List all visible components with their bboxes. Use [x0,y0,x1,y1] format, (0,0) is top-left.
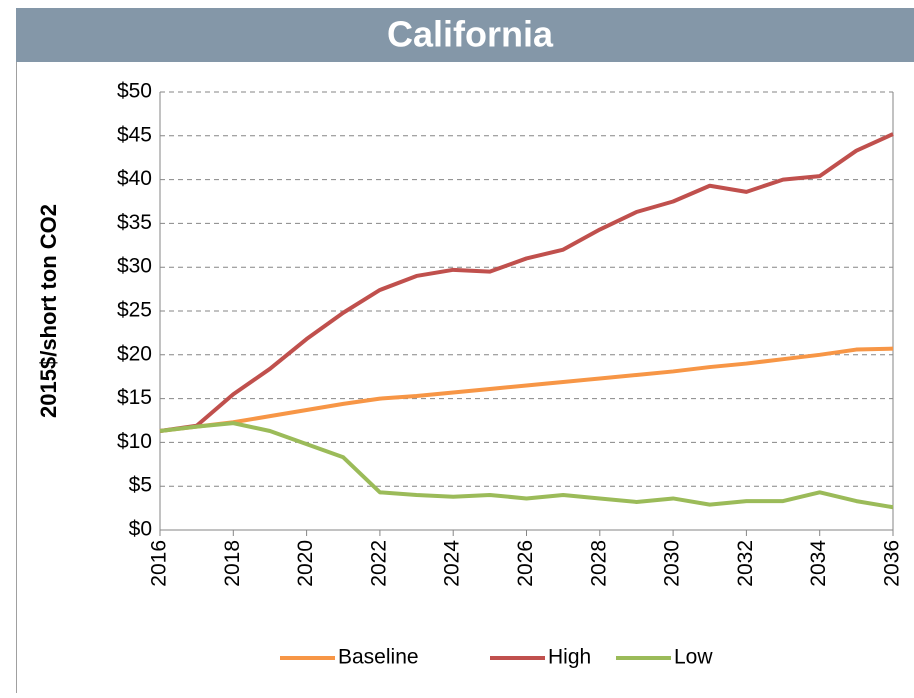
x-tick-label: 2034 [807,540,830,587]
y-tick-label: $15 [117,386,152,409]
y-axis-label: 2015$/short ton CO2 [36,204,61,418]
x-tick-label: 2036 [881,540,904,587]
x-tick-label: 2016 [148,540,171,587]
chart-title: California [387,14,554,55]
y-tick-label: $10 [117,430,152,453]
y-tick-label: $0 [129,518,152,541]
x-tick-label: 2020 [294,540,317,587]
x-tick-label: 2030 [661,540,684,587]
legend-label: High [548,646,591,669]
y-tick-label: $35 [117,211,152,234]
title-band [16,8,914,62]
y-tick-label: $25 [117,299,152,322]
y-tick-label: $45 [117,123,152,146]
x-tick-label: 2028 [587,540,610,587]
x-tick-label: 2022 [367,540,390,587]
x-tick-label: 2024 [441,540,464,587]
series-line [159,421,894,510]
y-tick-label: $5 [129,474,152,497]
y-tick-label: $40 [117,167,152,190]
x-tick-label: 2026 [514,540,537,587]
x-tick-label: 2032 [734,540,757,587]
legend-label: Baseline [338,646,419,669]
x-tick-label: 2018 [221,540,244,587]
y-tick-label: $20 [117,342,152,365]
series-line [159,132,894,433]
series-line [159,346,894,433]
y-tick-label: $50 [117,80,152,103]
legend-label: Low [674,646,713,669]
y-tick-label: $30 [117,255,152,278]
